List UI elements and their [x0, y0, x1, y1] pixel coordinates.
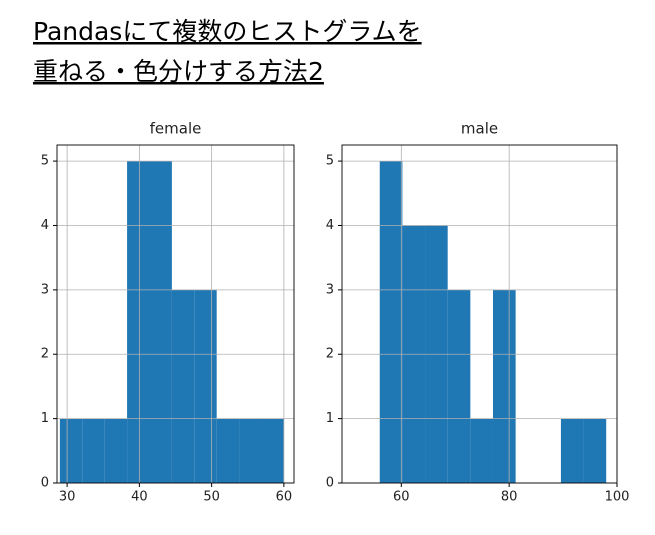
bar [239, 418, 262, 483]
chart-title: female [150, 120, 202, 138]
bar [127, 161, 150, 483]
bar [560, 418, 584, 483]
page-title: 重ねる・色分けする方法2 [33, 57, 324, 86]
bar [216, 418, 240, 483]
x-tick-label: 80 [501, 490, 518, 505]
bar [379, 161, 403, 483]
y-tick-label: 1 [41, 411, 49, 426]
y-tick-label: 5 [326, 154, 334, 169]
y-tick-label: 2 [41, 347, 49, 362]
y-tick-label: 4 [41, 218, 49, 233]
y-tick-label: 0 [41, 476, 49, 491]
page-title: Pandasにて複数のヒストグラムを [33, 17, 422, 46]
bar [59, 418, 83, 483]
bar [583, 418, 607, 483]
x-tick-label: 30 [59, 490, 76, 505]
y-tick-label: 2 [326, 347, 334, 362]
bar [261, 418, 284, 483]
y-tick-label: 1 [326, 411, 334, 426]
y-tick-label: 3 [41, 282, 49, 297]
chart-title: male [461, 120, 498, 138]
x-tick-label: 40 [131, 490, 148, 505]
axes-frame [56, 144, 295, 484]
y-tick-label: 3 [326, 282, 334, 297]
bar [470, 418, 493, 483]
bar [104, 418, 128, 483]
x-tick-label: 60 [276, 490, 293, 505]
bar [171, 289, 195, 483]
bar [82, 418, 105, 483]
bar [447, 289, 471, 483]
x-tick-label: 50 [203, 490, 220, 505]
y-tick-label: 0 [326, 476, 334, 491]
bar [194, 289, 217, 483]
bar [492, 289, 516, 483]
bar [149, 161, 172, 483]
x-tick-label: 100 [605, 490, 630, 505]
axes-frame [341, 144, 618, 484]
y-tick-label: 4 [326, 218, 334, 233]
x-tick-label: 60 [393, 490, 410, 505]
y-tick-label: 5 [41, 154, 49, 169]
